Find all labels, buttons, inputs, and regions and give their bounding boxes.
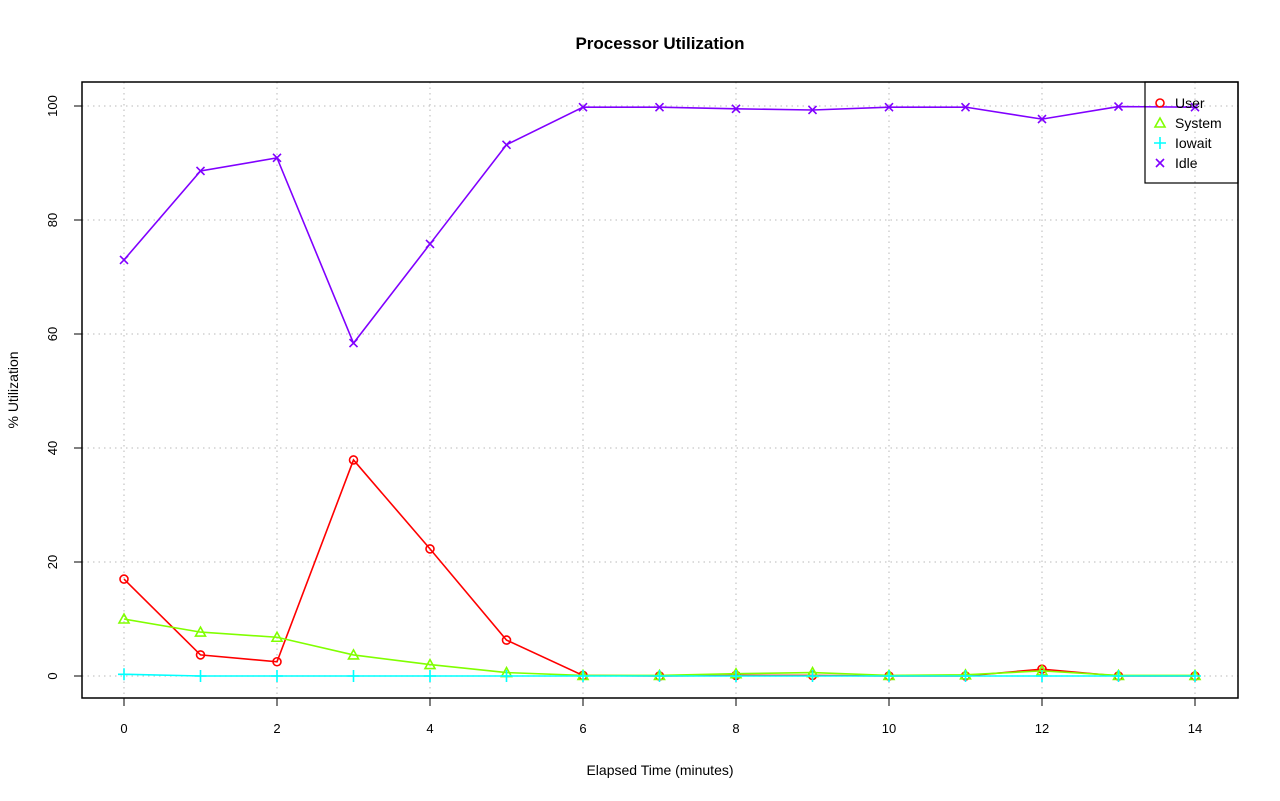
y-axis-label: % Utilization: [5, 351, 21, 428]
idle-point: [731, 104, 741, 114]
iowait-point: [118, 668, 130, 681]
iowait-point: [1189, 670, 1201, 682]
x-tick-label: 6: [579, 721, 586, 736]
legend-user-icon: [1155, 98, 1165, 108]
iowait-point: [653, 670, 666, 682]
y-tick-label: 40: [45, 441, 60, 455]
user-point: [501, 635, 512, 645]
legend-system-icon: [1153, 116, 1167, 128]
x-axis-label: Elapsed Time (minutes): [586, 762, 733, 778]
idle-point: [960, 102, 971, 112]
system-line: [123, 618, 1195, 677]
system-point: [423, 657, 437, 670]
iowait-point: [271, 670, 283, 682]
idle-point: [272, 153, 282, 163]
system-point: [347, 648, 360, 660]
idle-point: [1037, 114, 1047, 124]
y-tick-label: 60: [45, 327, 60, 341]
system-point: [117, 612, 131, 624]
user-point: [195, 650, 206, 660]
user-line: [123, 458, 1195, 677]
idle-point: [807, 105, 818, 115]
idle-point: [654, 102, 665, 112]
system-point: [194, 625, 207, 637]
iowait-point: [1112, 670, 1125, 682]
iowait-point: [959, 670, 972, 682]
legend: User System Iowait Idle: [1144, 81, 1239, 184]
iowait-point: [194, 670, 207, 682]
y-tick-label: 0: [45, 672, 60, 679]
series-iowait: [118, 668, 1201, 682]
idle-point: [119, 255, 129, 265]
user-point: [119, 574, 129, 584]
series-idle: [119, 102, 1200, 348]
x-tick-label: 12: [1035, 721, 1049, 736]
idle-line: [123, 105, 1196, 345]
legend-label: Idle: [1175, 155, 1198, 171]
chart-title: Processor Utilization: [575, 34, 744, 53]
x-tick-label: 4: [426, 721, 433, 736]
user-point: [272, 656, 282, 667]
series-user: [119, 455, 1200, 681]
idle-point: [1113, 102, 1124, 112]
x-tick-label: 10: [882, 721, 896, 736]
idle-point: [348, 338, 359, 348]
user-point: [348, 455, 359, 465]
idle-point: [578, 102, 588, 112]
idle-point: [195, 166, 206, 176]
iowait-point: [730, 670, 742, 682]
iowait-point: [347, 670, 360, 682]
x-tick-label: 14: [1188, 721, 1202, 736]
legend-label: Iowait: [1175, 135, 1212, 151]
legend-box: [1144, 81, 1239, 184]
idle-point: [501, 140, 512, 150]
idle-point: [884, 102, 894, 112]
x-tick-label: 8: [732, 721, 739, 736]
legend-label: System: [1175, 115, 1222, 131]
y-tick-label: 20: [45, 555, 60, 569]
idle-point: [1190, 102, 1200, 112]
iowait-point: [500, 670, 513, 682]
legend-label: User: [1175, 95, 1205, 111]
x-tick-label: 0: [120, 721, 127, 736]
iowait-point: [883, 670, 895, 682]
iowait-point: [577, 670, 589, 682]
legend-idle-icon: [1155, 158, 1165, 168]
iowait-point: [806, 670, 819, 682]
idle-point: [425, 239, 435, 249]
y-tick-label: 100: [45, 95, 60, 117]
system-point: [270, 630, 284, 643]
x-tick-label: 2: [273, 721, 280, 736]
user-point: [425, 544, 435, 554]
plot-frame: [81, 81, 1239, 699]
y-tick-label: 80: [45, 213, 60, 227]
iowait-point: [1036, 670, 1048, 682]
iowait-point: [424, 670, 436, 682]
legend-iowait-icon: [1154, 137, 1166, 149]
